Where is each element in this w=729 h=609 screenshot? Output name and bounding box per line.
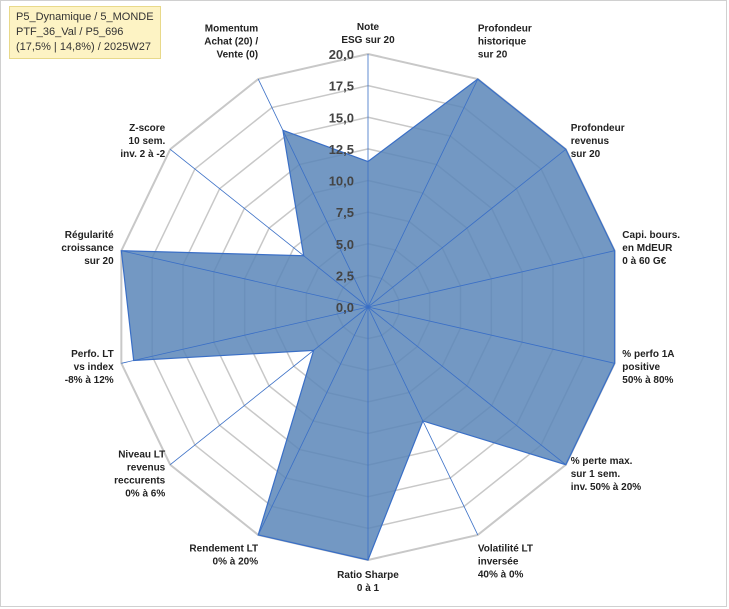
axis-spoke xyxy=(367,306,615,364)
info-line-portfolio: P5_Dynamique / 5_MONDE xyxy=(16,11,154,23)
tick-label: 17,5 xyxy=(329,79,354,94)
axis-spoke xyxy=(169,306,369,466)
axis-label: Niveau LT revenus reccurents 0% à 6% xyxy=(114,449,166,499)
axis-label: Profondeur revenus sur 20 xyxy=(571,123,625,160)
info-box: P5_Dynamique / 5_MONDE PTF_36_Val / P5_6… xyxy=(9,6,161,59)
axis-label: Note ESG sur 20 xyxy=(341,22,395,46)
radar-tick-labels: 0,0 2,5 5,0 7,5 10,0 12,5 15,0 17,5 20,0 xyxy=(329,47,354,315)
tick-label: 5,0 xyxy=(336,237,354,252)
axis-spoke xyxy=(367,148,567,308)
tick-label: 12,5 xyxy=(329,142,354,157)
axis-spoke xyxy=(367,250,615,308)
axis-spoke xyxy=(257,78,369,308)
axis-label: Profondeur historique sur 20 xyxy=(478,23,532,60)
tick-label: 2,5 xyxy=(336,268,354,283)
axis-label: Capi. bours. en MdEUR 0 à 60 G€ xyxy=(622,230,680,267)
axis-spoke xyxy=(367,306,567,466)
radar-spokes xyxy=(121,54,615,560)
axis-label: Momentum Achat (20) / Vente (0) xyxy=(204,23,258,60)
axis-spoke xyxy=(169,148,369,308)
axis-label: % perfo 1A positive 50% à 80% xyxy=(622,349,674,386)
axis-spoke xyxy=(257,306,369,536)
axis-label: % perte max. sur 1 sem. inv. 50% à 20% xyxy=(571,456,642,493)
axis-label: Z-score 10 sem. inv. 2 à -2 xyxy=(120,123,165,160)
tick-label: 0,0 xyxy=(336,300,354,315)
tick-label: 20,0 xyxy=(329,47,354,62)
axis-spoke xyxy=(367,78,479,308)
radar-axis-labels: Note ESG sur 20 Profondeur historique sur 20… xyxy=(61,22,680,594)
axis-spoke xyxy=(121,306,369,364)
axis-label: Perfo. LT vs index -8% à 12% xyxy=(65,349,114,386)
tick-label: 15,0 xyxy=(329,110,354,125)
axis-spoke xyxy=(367,306,479,536)
axis-label: Volatilité LT inversée 40% à 0% xyxy=(478,544,533,581)
axis-label: Ratio Sharpe 0 à 1 xyxy=(337,570,399,594)
info-line-id: PTF_36_Val / P5_696 xyxy=(16,26,124,38)
axis-label: Rendement LT 0% à 20% xyxy=(189,544,258,568)
axis-label: Régularité croissance sur 20 xyxy=(61,230,114,267)
axis-spoke xyxy=(121,250,369,308)
tick-label: 10,0 xyxy=(329,174,354,189)
info-line-stats: (17,5% | 14,8%) / 2025W27 xyxy=(16,41,151,53)
tick-label: 7,5 xyxy=(336,205,354,220)
